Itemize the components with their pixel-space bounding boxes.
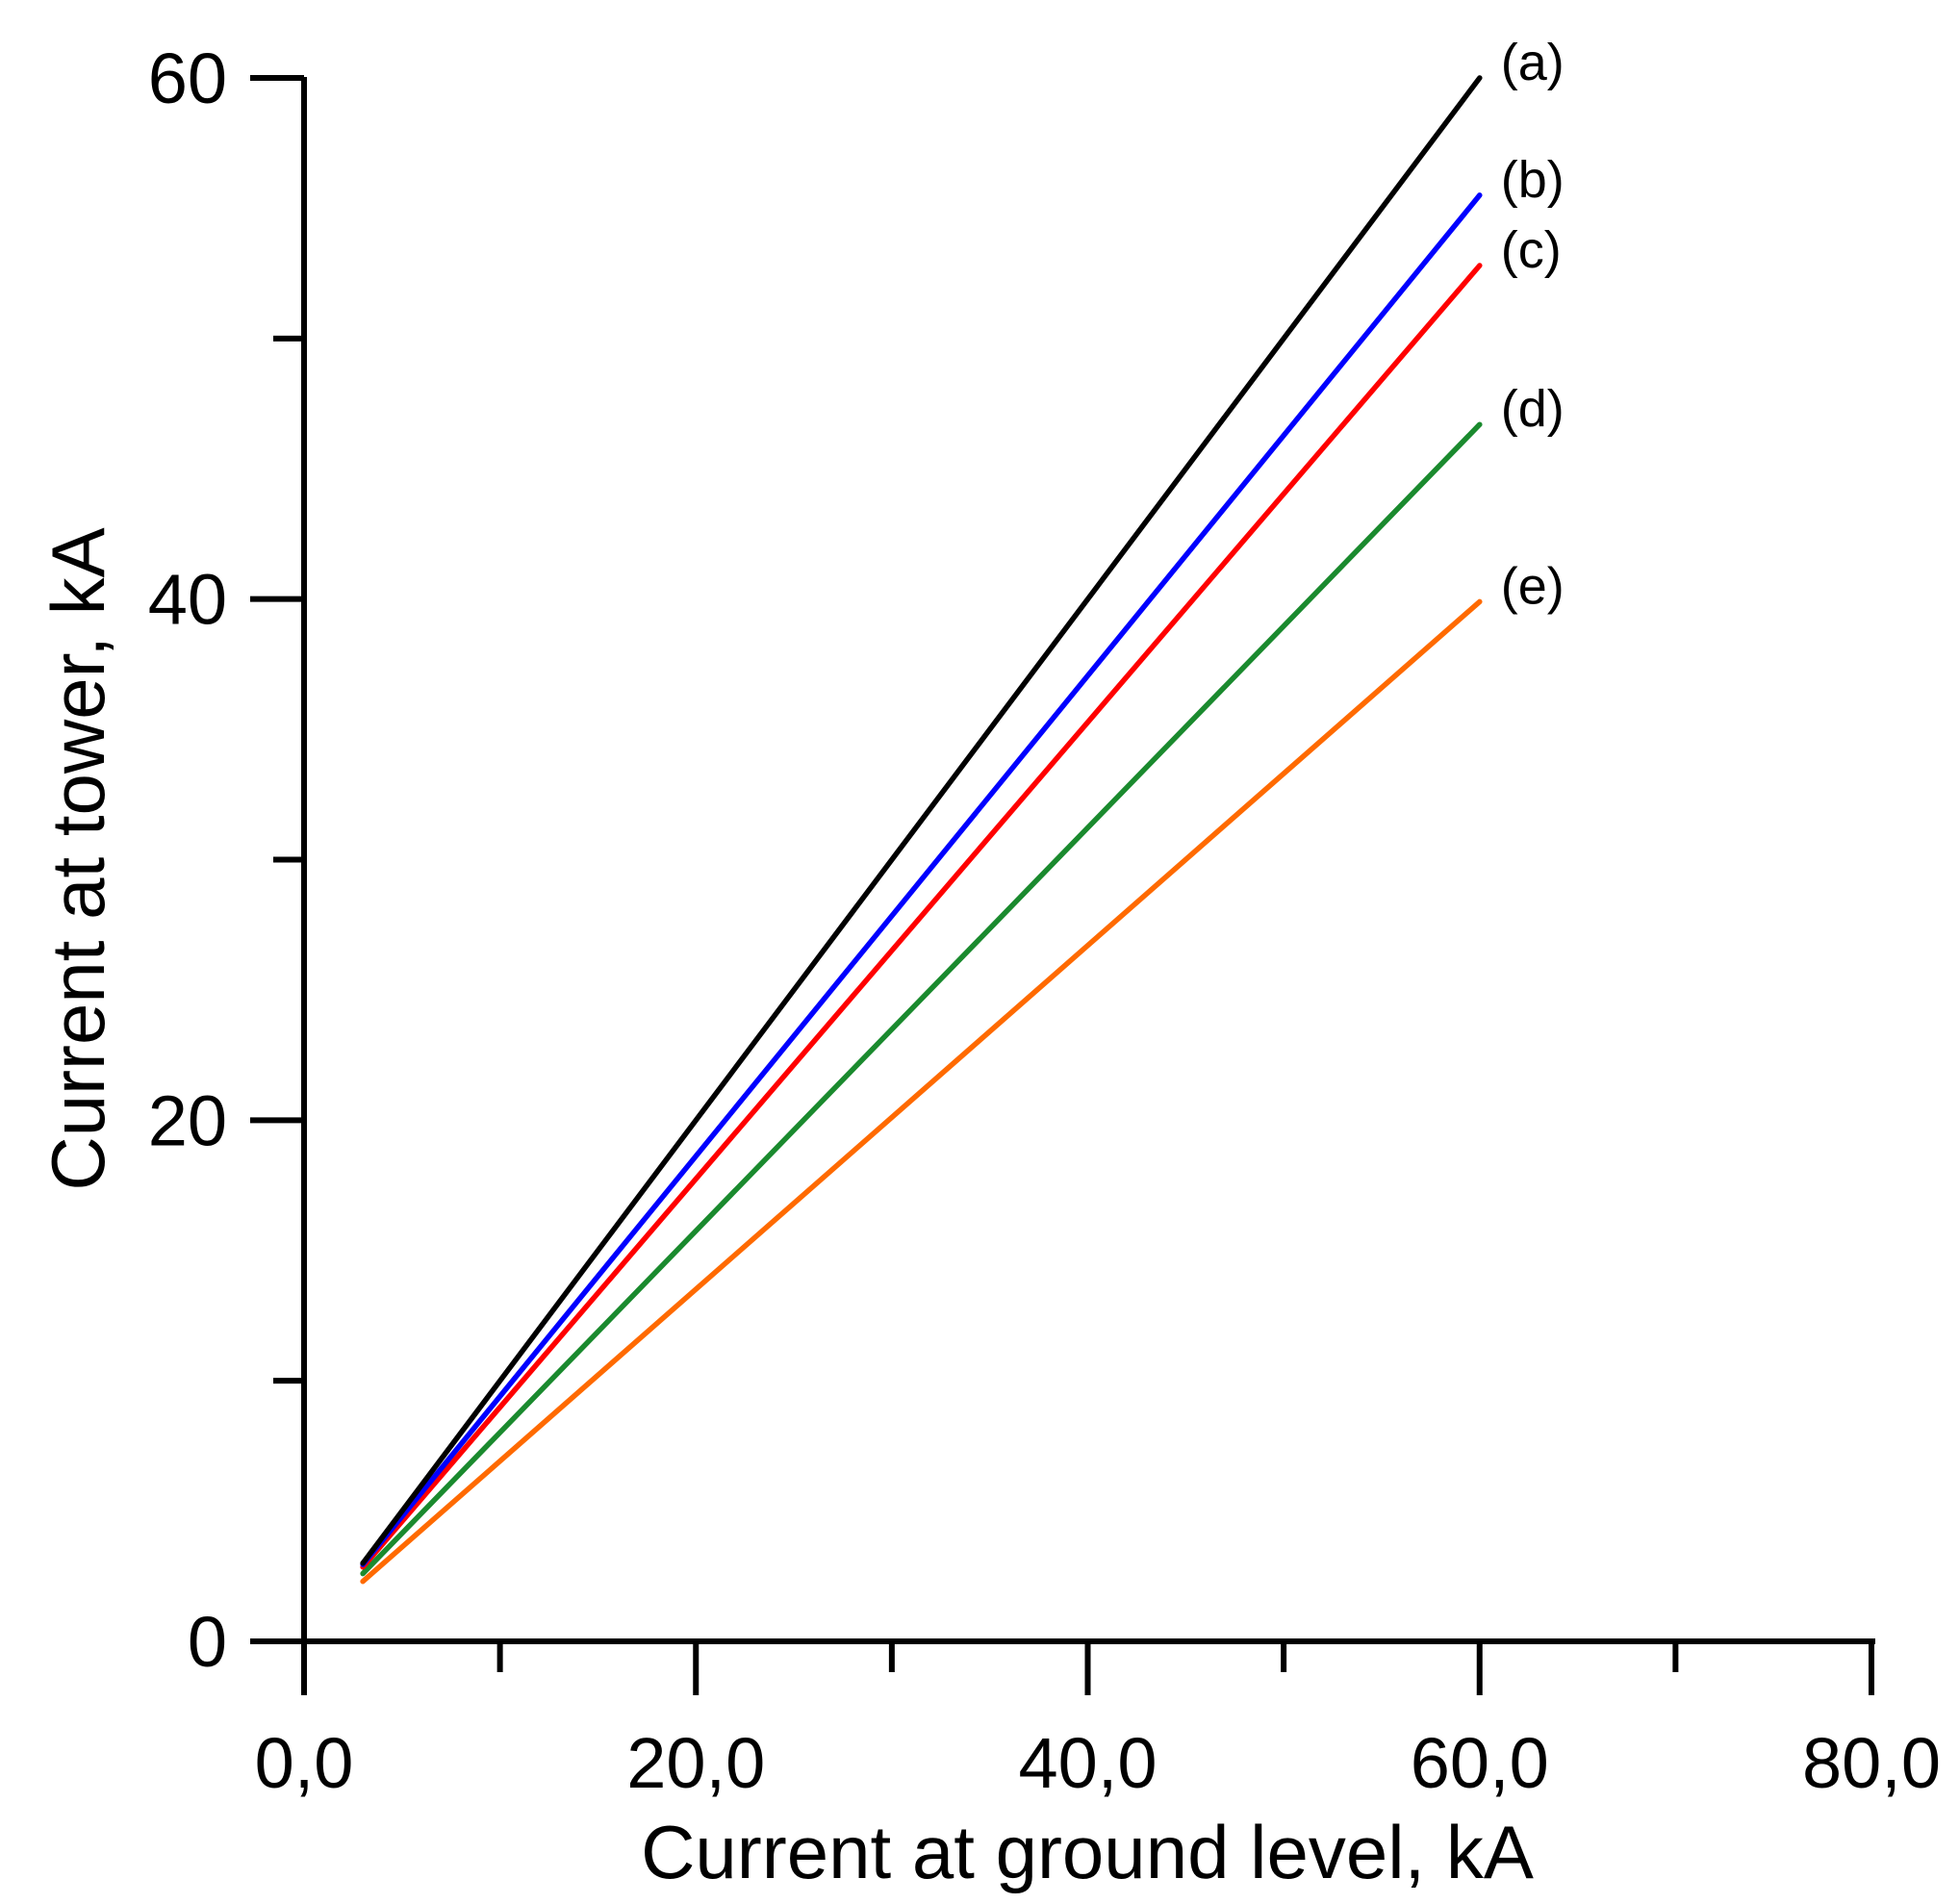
y-tick-label: 20 [148,1080,227,1160]
series-line-e [360,598,1483,1585]
x-tick-label: 60,0 [1411,1723,1549,1803]
series-line-a [360,75,1483,1566]
series-label-d: (d) [1501,380,1565,438]
series-label-b: (b) [1501,151,1565,209]
x-axis-title: Current at ground level, kA [641,1810,1534,1894]
labels: 0,0 20,0 40,0 60,0 80,0 0 20 40 60 (a) (b) (c) (d) (e… [148,34,1941,1803]
series-line-b [360,192,1483,1567]
x-tick-label: 0,0 [255,1723,354,1803]
series-label-a: (a) [1501,34,1565,91]
series-label-e: (e) [1501,557,1565,615]
series-lines [360,75,1483,1585]
x-tick-label: 20,0 [626,1723,765,1803]
series-line-d [360,421,1483,1577]
x-tick-label: 80,0 [1802,1723,1941,1803]
y-tick-label: 0 [188,1602,227,1682]
y-tick-label: 60 [148,38,227,118]
ticks [250,75,1874,1695]
series-line-c [360,263,1483,1570]
y-axis-title: Current at tower, kA [36,527,120,1190]
x-tick-label: 40,0 [1018,1723,1157,1803]
series-label-c: (c) [1501,221,1562,279]
y-tick-label: 40 [148,560,227,640]
